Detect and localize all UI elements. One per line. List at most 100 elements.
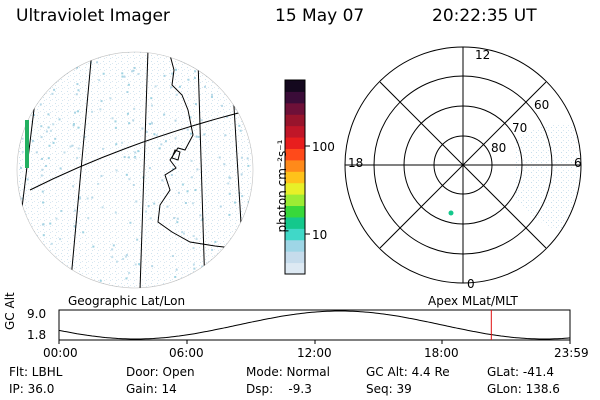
speckle-dot bbox=[154, 85, 157, 88]
speckle-dot bbox=[86, 197, 89, 200]
speckle-dot bbox=[101, 206, 104, 209]
dsp-value: Dsp: -9.3 bbox=[246, 382, 312, 396]
speckle-dot bbox=[210, 96, 213, 99]
speckle-dot bbox=[98, 79, 101, 82]
speckle-dot bbox=[218, 156, 221, 159]
colorbar-tick-100: 100 bbox=[312, 140, 335, 154]
speckle-dot bbox=[233, 201, 236, 204]
speckle-dot bbox=[240, 173, 243, 176]
speckle-dot bbox=[40, 125, 43, 128]
colorbar-segment bbox=[285, 262, 305, 275]
altitude-ymax: 9.0 bbox=[27, 307, 47, 321]
speckle-dot bbox=[72, 185, 75, 188]
colorbar-segment bbox=[285, 137, 305, 149]
speckle-dot bbox=[132, 119, 135, 122]
speckle-dot bbox=[31, 139, 34, 142]
speckle-dot bbox=[203, 133, 206, 136]
speckle-dot bbox=[181, 183, 184, 186]
speckle-dot bbox=[147, 205, 150, 208]
latitude-grid bbox=[29, 109, 251, 191]
colorbar-segment bbox=[285, 228, 305, 241]
speckle-dot bbox=[92, 245, 95, 248]
speckle-dot bbox=[123, 156, 126, 159]
colorbar-segment bbox=[285, 239, 305, 252]
speckle-dot bbox=[21, 137, 24, 140]
speckle-dot bbox=[76, 83, 79, 86]
speckle-dot bbox=[135, 200, 138, 203]
speckle-dot bbox=[195, 135, 198, 138]
speckle-dot bbox=[76, 156, 79, 159]
speckle-dot bbox=[49, 222, 52, 225]
speckle-dot bbox=[91, 110, 94, 113]
speckle-dot bbox=[73, 225, 76, 228]
speckle-dot bbox=[200, 119, 203, 122]
speckle-dot bbox=[170, 86, 173, 89]
speckle-dot bbox=[73, 111, 76, 114]
speckle-dot bbox=[176, 221, 179, 224]
speckle-dot bbox=[173, 217, 176, 220]
speckle-dot bbox=[21, 150, 24, 153]
speckle-dot bbox=[128, 178, 131, 181]
speckle-dot bbox=[186, 190, 189, 193]
speckle-dot bbox=[165, 140, 168, 143]
x-tick-1800: 18:00 bbox=[424, 346, 459, 360]
speckle-dot bbox=[115, 260, 118, 263]
filter-value: Flt: LBHL bbox=[9, 365, 63, 379]
seq-value: Seq: 39 bbox=[366, 382, 412, 396]
speckle-dot bbox=[163, 113, 166, 116]
speckle-dot bbox=[77, 110, 80, 113]
limb-emission bbox=[25, 120, 29, 168]
speckle-dot bbox=[179, 85, 182, 88]
speckle-dot bbox=[223, 163, 226, 166]
speckle-dot bbox=[100, 100, 103, 103]
speckle-dot bbox=[174, 68, 177, 71]
speckle-dot bbox=[33, 114, 36, 117]
speckle-dot bbox=[241, 195, 244, 198]
speckle-dot bbox=[182, 232, 185, 235]
x-tick-1200: 12:00 bbox=[297, 346, 332, 360]
speckle-dot bbox=[189, 132, 192, 135]
speckle-dot bbox=[42, 223, 45, 226]
speckle-dot bbox=[192, 263, 195, 266]
speckle-dot bbox=[132, 183, 135, 186]
speckle-dot bbox=[59, 238, 62, 241]
speckle-dot bbox=[111, 256, 114, 259]
speckle-dot bbox=[148, 167, 151, 170]
speckle-dot bbox=[126, 112, 129, 115]
colorbar-segment bbox=[285, 182, 305, 195]
speckle-dot bbox=[149, 217, 152, 220]
speckle-dot bbox=[40, 174, 43, 177]
speckle-dot bbox=[133, 107, 136, 110]
speckle-dot bbox=[45, 130, 48, 133]
speckle-dot bbox=[187, 78, 190, 81]
speckle-dot bbox=[121, 75, 124, 78]
speckle-dot bbox=[181, 231, 184, 234]
speckle-dot bbox=[151, 265, 154, 268]
speckle-dot bbox=[184, 202, 187, 205]
speckle-dot bbox=[47, 113, 50, 116]
ip-value: IP: 36.0 bbox=[9, 382, 55, 396]
speckle-dot bbox=[125, 277, 128, 280]
speckle-dot bbox=[133, 66, 136, 69]
glat-value: GLat: -41.4 bbox=[487, 365, 554, 379]
speckle-dot bbox=[190, 176, 193, 179]
speckle-dot bbox=[246, 157, 249, 160]
speckle-dot bbox=[194, 103, 197, 106]
speckle-dot bbox=[42, 201, 45, 204]
speckle-dot bbox=[192, 234, 195, 237]
speckle-dot bbox=[39, 103, 42, 106]
speckle-dot bbox=[141, 127, 144, 130]
geographic-label: Geographic Lat/Lon bbox=[68, 294, 186, 308]
speckle-dot bbox=[194, 189, 197, 192]
speckle-dot bbox=[224, 134, 227, 137]
speckle-dot bbox=[20, 167, 23, 170]
speckle-dot bbox=[239, 129, 242, 132]
speckle-dot bbox=[82, 231, 85, 234]
speckle-dot bbox=[77, 126, 80, 129]
colorbar-segment bbox=[285, 205, 305, 218]
speckle-dot bbox=[195, 238, 198, 241]
speckle-dot bbox=[174, 275, 177, 278]
speckle-dot bbox=[71, 144, 74, 147]
altitude-curve bbox=[58, 310, 571, 340]
